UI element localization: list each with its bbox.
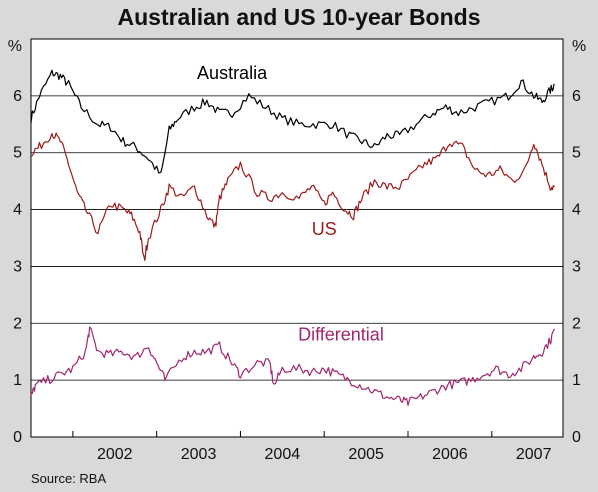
annotation-differential: Differential [298,324,384,344]
y-tick-label: 5 [572,145,581,162]
y-tick-label: 1 [572,372,581,389]
y-tick-label: 5 [13,145,22,162]
x-tick-label: 2006 [432,446,468,463]
x-tick-label: 2002 [97,446,133,463]
line-differential [30,326,556,406]
chart-title: Australian and US 10-year Bonds [117,4,481,30]
annotation-us: US [312,219,337,239]
line-australia [30,69,555,174]
y-axis-right: 0 1 2 3 4 5 6% [572,38,586,446]
y-tick-label: 2 [13,315,22,332]
x-axis: 2002 2003 2004 2005 2006 2007 [72,431,552,463]
x-tick-label: 2007 [516,446,552,463]
y-tick-label: 6 [13,88,22,105]
y-tick-label: 4 [13,202,22,219]
y-tick-label: 0 [572,429,581,446]
series-annotations: Australia US Differential [197,63,384,345]
y-tick-label: 3 [572,258,581,275]
gridlines [31,95,563,381]
y-unit-label: % [8,38,22,55]
y-tick-label: 4 [572,202,581,219]
annotation-australia: Australia [197,63,268,83]
plot-area [30,38,564,438]
line-us [30,132,556,261]
series-lines [30,69,556,406]
x-tick-label: 2004 [265,446,301,463]
y-tick-label: 0 [13,429,22,446]
x-tick-label: 2005 [348,446,384,463]
y-unit-label: % [572,38,586,55]
y-axis-left: 0 1 2 3 4 5 6% [8,38,22,446]
y-tick-label: 2 [572,315,581,332]
y-tick-label: 6 [572,88,581,105]
y-tick-label: 3 [13,258,22,275]
source-note: Source: RBA [31,471,107,486]
x-tick-label: 2003 [181,446,217,463]
y-tick-label: 1 [13,372,22,389]
